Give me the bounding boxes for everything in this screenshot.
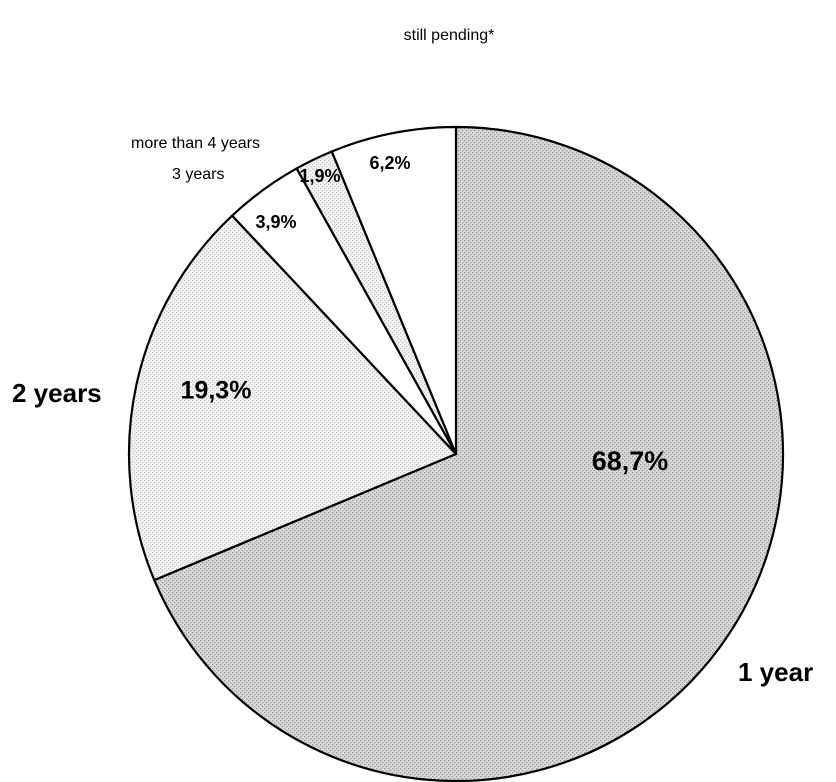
slice-value-label: 6,2% bbox=[369, 153, 410, 173]
pie-labels: 68,7% 1 year 19,3% 2 years 3,9% 3 years 1,9% mo… bbox=[12, 27, 813, 687]
pie-slice-1-year bbox=[153, 125, 785, 782]
slice-value-label: 19,3% bbox=[181, 377, 252, 405]
slice-value-label: 3,9% bbox=[255, 212, 296, 232]
slice-category-label: 3 years bbox=[172, 166, 224, 183]
slice-value-label: 1,9% bbox=[299, 166, 340, 186]
pie-slice-still-pending bbox=[330, 125, 458, 456]
slice-value-label: 68,7% bbox=[592, 446, 669, 476]
slice-category-label: still pending* bbox=[404, 27, 495, 44]
pie-slice-2-years bbox=[127, 214, 458, 582]
slice-category-label: 2 years bbox=[12, 378, 102, 408]
pie-slices bbox=[127, 125, 785, 782]
slice-category-label: 1 year bbox=[738, 657, 813, 687]
slice-category-label: more than 4 years bbox=[131, 135, 260, 152]
